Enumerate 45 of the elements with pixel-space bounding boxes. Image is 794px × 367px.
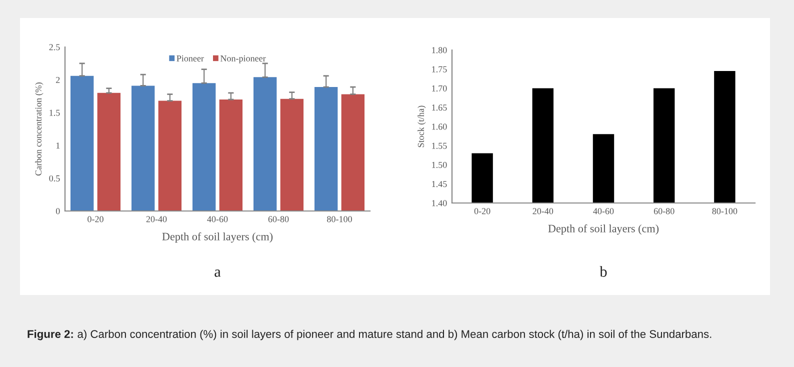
legend-label: Non-pioneer [220, 55, 266, 64]
bar [253, 77, 277, 211]
y-tick-label: 1 [56, 142, 60, 149]
y-axis-title: Carbon concentration (%) [35, 82, 44, 176]
y-tick-label: 2 [56, 76, 60, 83]
y-tick-label: 1.65 [432, 104, 447, 111]
bar [280, 98, 304, 211]
y-tick-label: 0.5 [49, 175, 60, 182]
x-axis-title: Depth of soil layers (cm) [162, 232, 273, 243]
text: a [214, 270, 221, 277]
x-tick-label: 20-40 [532, 208, 554, 214]
x-tick-label: 40-60 [207, 216, 228, 222]
bar [192, 83, 216, 211]
y-tick-label: 1.75 [432, 66, 447, 72]
bar [314, 87, 338, 211]
y-tick-label: 1.50 [432, 162, 447, 168]
bar [97, 92, 121, 211]
y-tick-label: 1.5 [50, 110, 60, 116]
caption: Figure 2: [28, 330, 73, 340]
bar [158, 100, 182, 211]
y-tick-label: 1.80 [432, 47, 447, 54]
y-tick-label: 1.60 [432, 124, 447, 130]
bar [219, 99, 243, 211]
y-tick-label: 1.55 [432, 142, 447, 149]
bar [341, 94, 365, 211]
y-tick-label: 2.5 [49, 44, 60, 50]
bar [131, 86, 155, 211]
y-tick-label: 1.70 [432, 85, 447, 92]
x-tick-label: 80-100 [712, 208, 738, 214]
y-axis-title: Stock (t/ha) [418, 106, 426, 148]
x-tick-label: 80-100 [327, 216, 352, 222]
x-axis-title: Depth of soil layers (cm) [548, 224, 659, 235]
x-tick-label: 20-40 [146, 216, 167, 222]
x-tick-label: 40-60 [593, 208, 614, 214]
bar [70, 76, 94, 211]
y-tick-label: 1.45 [432, 181, 447, 188]
legend-label: Pioneer [176, 55, 204, 62]
x-tick-label: 60-80 [654, 208, 674, 214]
y-tick-label: 1.40 [432, 200, 447, 206]
x-tick-label: 0-20 [474, 208, 490, 214]
text: a) Carbon concentration (%) in soil layers of pioneer and mature stand and b) Mean carbon stock (t/ha) in soil of the Sundarbans. [78, 330, 712, 340]
text: b [600, 266, 607, 277]
y-tick-label: 0 [56, 208, 60, 214]
x-tick-label: 60-80 [268, 216, 289, 222]
x-tick-label: 0-20 [88, 216, 104, 222]
